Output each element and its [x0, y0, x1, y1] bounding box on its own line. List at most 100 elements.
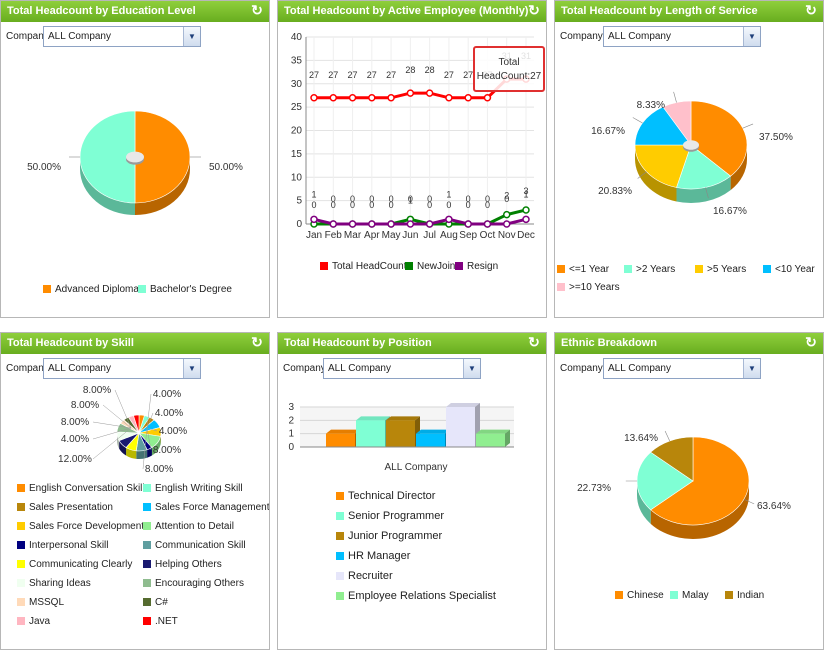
- series-point[interactable]: [310, 94, 318, 102]
- series-point[interactable]: [445, 94, 453, 102]
- chevron-down-icon[interactable]: ▼: [183, 27, 200, 46]
- series-point[interactable]: [387, 220, 395, 228]
- series-point[interactable]: [445, 215, 453, 224]
- series-point[interactable]: [483, 94, 492, 102]
- legend-item[interactable]: Resign: [455, 261, 498, 272]
- legend-item[interactable]: >2 Years: [624, 264, 675, 275]
- legend-item[interactable]: Advanced Diploma: [43, 284, 139, 295]
- company-select[interactable]: ALL Company ▼: [323, 358, 481, 379]
- series-point[interactable]: [348, 94, 357, 102]
- legend-item[interactable]: Total HeadCount: [320, 261, 407, 272]
- bar-recruiter[interactable]: [446, 407, 475, 447]
- legend-item[interactable]: Interpersonal Skill: [17, 540, 108, 551]
- legend-item[interactable]: Chinese: [615, 590, 664, 601]
- legend-item[interactable]: Junior Programmer: [336, 530, 442, 542]
- legend-item[interactable]: Helping Others: [143, 559, 222, 570]
- legend-item[interactable]: Java: [17, 616, 50, 627]
- refresh-icon[interactable]: ↻: [528, 334, 540, 350]
- pie-leader-line: [92, 427, 132, 440]
- legend-swatch: [17, 484, 25, 492]
- refresh-icon[interactable]: ↻: [251, 334, 263, 350]
- legend-swatch: [43, 285, 51, 293]
- company-select[interactable]: ALL Company ▼: [43, 358, 201, 379]
- company-select[interactable]: ALL Company ▼: [603, 358, 761, 379]
- chevron-down-icon[interactable]: ▼: [743, 359, 760, 378]
- refresh-icon[interactable]: ↻: [251, 2, 263, 18]
- series-point[interactable]: [406, 89, 415, 97]
- data-label: 0: [350, 194, 355, 204]
- legend-item[interactable]: Sales Force Management: [143, 502, 269, 513]
- legend-item[interactable]: Employee Relations Specialist: [336, 590, 496, 602]
- legend-item[interactable]: >5 Years: [695, 264, 746, 275]
- legend-item[interactable]: Sharing Ideas: [17, 578, 91, 589]
- legend-item[interactable]: Sales Presentation: [17, 502, 113, 513]
- series-point[interactable]: [368, 220, 376, 228]
- series-point[interactable]: [329, 94, 338, 102]
- legend-item[interactable]: Encouraging Others: [143, 578, 244, 589]
- y-tick-label: 15: [291, 149, 303, 160]
- series-point[interactable]: [310, 215, 318, 224]
- legend-item[interactable]: Malay: [670, 590, 709, 601]
- series-point[interactable]: [483, 220, 492, 228]
- series-point[interactable]: [406, 220, 415, 228]
- legend-item[interactable]: HR Manager: [336, 550, 410, 562]
- legend-item[interactable]: Technical Director: [336, 490, 435, 502]
- legend-item[interactable]: Sales Force Development: [17, 521, 144, 532]
- legend-item[interactable]: English Conversation Skill: [17, 483, 145, 494]
- legend-item[interactable]: >=10 Years: [557, 282, 620, 293]
- legend-item[interactable]: Communication Skill: [143, 540, 246, 551]
- legend-item[interactable]: English Writing Skill: [143, 483, 243, 494]
- panel-title: Total Headcount by Active Employee (Mont…: [278, 1, 546, 22]
- chevron-down-icon[interactable]: ▼: [743, 27, 760, 46]
- bar-junior-programmer[interactable]: [386, 420, 415, 447]
- data-label: 0: [466, 200, 471, 210]
- series-point[interactable]: [522, 215, 530, 224]
- legend-item[interactable]: .NET: [143, 616, 178, 627]
- legend-swatch: [17, 579, 25, 587]
- series-point[interactable]: [329, 220, 338, 228]
- legend-item[interactable]: MSSQL: [17, 597, 64, 608]
- data-label: 0: [446, 200, 451, 210]
- bar-employee-relations-specialist[interactable]: [476, 433, 505, 447]
- company-select[interactable]: ALL Company ▼: [603, 26, 761, 47]
- pie-leader-line: [92, 421, 132, 429]
- legend-item[interactable]: <10 Year: [763, 264, 815, 275]
- legend-item[interactable]: Communicating Clearly: [17, 559, 132, 570]
- bar-senior-programmer[interactable]: [356, 420, 385, 447]
- series-point[interactable]: [522, 206, 530, 214]
- series-point[interactable]: [425, 220, 434, 228]
- series-point[interactable]: [464, 220, 472, 228]
- legend-swatch: [557, 283, 565, 291]
- pie-hole-top: [126, 151, 144, 163]
- company-select[interactable]: ALL Company ▼: [43, 26, 201, 47]
- panel-position: Total Headcount by Position ↻ Company: AL…: [277, 332, 547, 650]
- refresh-icon[interactable]: ↻: [528, 2, 540, 18]
- x-tick-label: Oct: [480, 230, 496, 241]
- legend-item[interactable]: <=1 Year: [557, 264, 609, 275]
- series-point[interactable]: [368, 94, 376, 102]
- legend-item[interactable]: Indian: [725, 590, 764, 601]
- bar-technical-director[interactable]: [326, 433, 355, 447]
- series-point[interactable]: [502, 210, 511, 219]
- chevron-down-icon[interactable]: ▼: [183, 359, 200, 378]
- chevron-down-icon[interactable]: ▼: [463, 359, 480, 378]
- refresh-icon[interactable]: ↻: [805, 334, 817, 350]
- x-tick-label: Aug: [440, 230, 458, 241]
- legend-item[interactable]: Recruiter: [336, 570, 393, 582]
- data-label: 28: [405, 65, 415, 75]
- legend-item[interactable]: Bachelor's Degree: [138, 284, 232, 295]
- series-point[interactable]: [387, 94, 395, 102]
- series-point[interactable]: [348, 220, 357, 228]
- legend-item[interactable]: Senior Programmer: [336, 510, 444, 522]
- pie-percent-label: 50.00%: [209, 162, 243, 173]
- bar-hr-manager[interactable]: [416, 433, 445, 447]
- refresh-icon[interactable]: ↻: [805, 2, 817, 18]
- series-point[interactable]: [464, 94, 472, 102]
- legend-item[interactable]: C#: [143, 597, 168, 608]
- data-label: 0: [389, 194, 394, 204]
- series-point[interactable]: [502, 220, 511, 228]
- legend-item[interactable]: Attention to Detail: [143, 521, 234, 532]
- pie-percent-label: 13.64%: [624, 433, 658, 444]
- series-point[interactable]: [425, 89, 434, 97]
- legend-item[interactable]: NewJoin: [405, 261, 455, 272]
